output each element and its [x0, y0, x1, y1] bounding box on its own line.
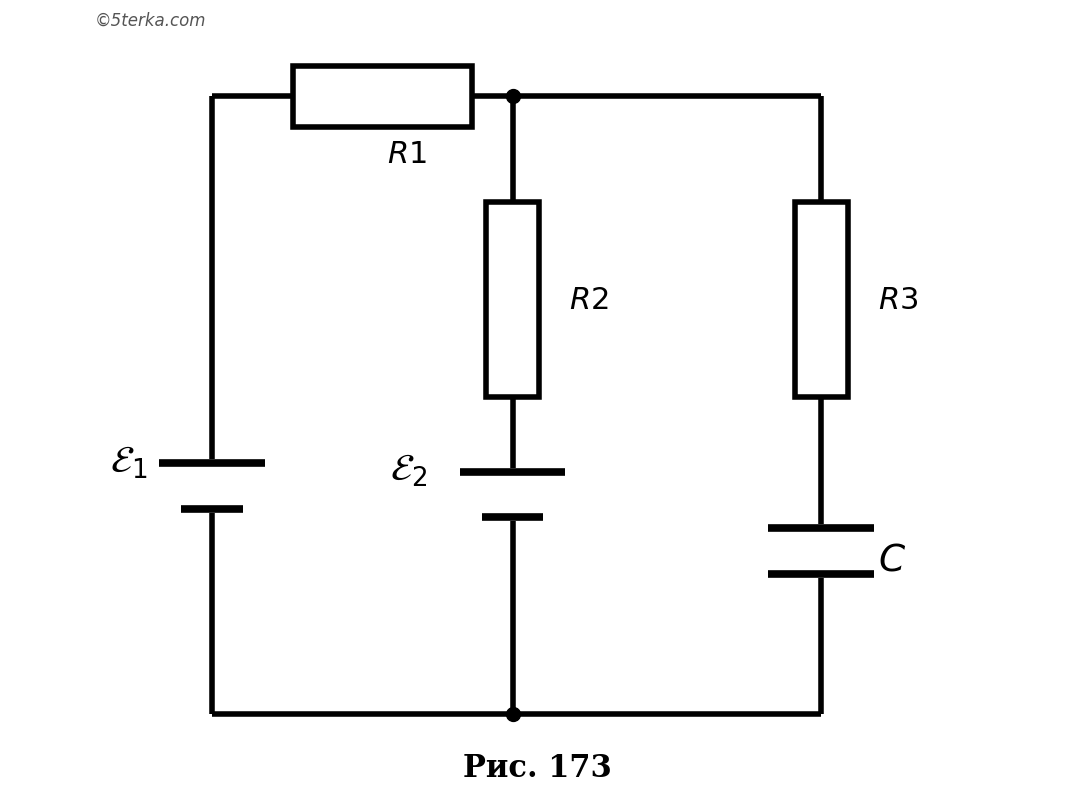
FancyBboxPatch shape [795, 203, 847, 397]
Text: $R1$: $R1$ [388, 139, 427, 169]
FancyBboxPatch shape [293, 67, 473, 127]
Text: ©5terka.com: ©5terka.com [95, 12, 206, 30]
Text: $C$: $C$ [879, 542, 906, 577]
Text: Рис. 173: Рис. 173 [463, 752, 611, 783]
Text: $R2$: $R2$ [569, 285, 609, 315]
Text: $\mathcal{E}_2$: $\mathcal{E}_2$ [390, 453, 427, 488]
FancyBboxPatch shape [487, 203, 539, 397]
Text: $R3$: $R3$ [879, 285, 918, 315]
Text: $\mathcal{E}_1$: $\mathcal{E}_1$ [110, 444, 147, 480]
